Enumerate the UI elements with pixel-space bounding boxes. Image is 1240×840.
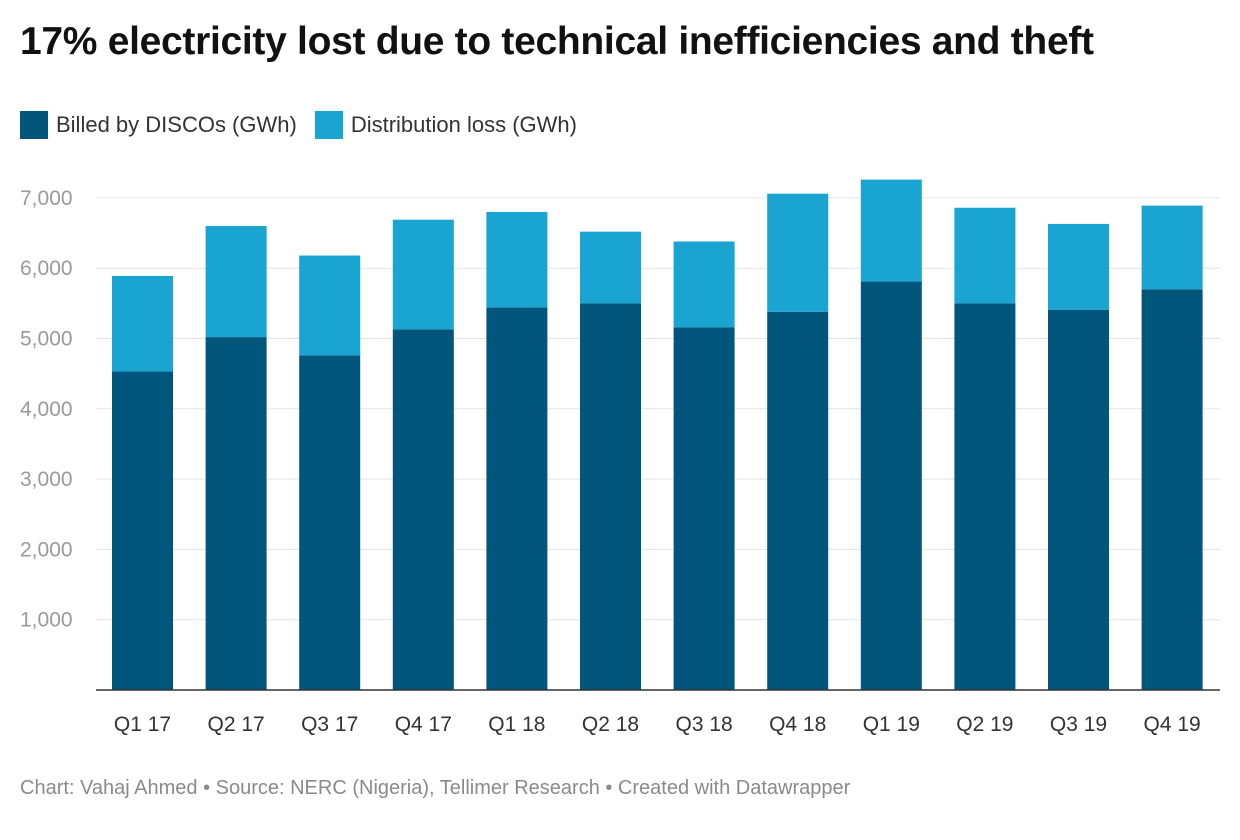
- y-tick-label: 5,000: [20, 328, 73, 351]
- source-credit: Chart: Vahaj Ahmed • Source: NERC (Niger…: [20, 777, 851, 799]
- legend-item-loss: Distribution loss (GWh): [314, 111, 577, 139]
- gridlines: [96, 197, 1220, 621]
- bar-billed: [580, 303, 641, 690]
- bars: [112, 179, 1203, 690]
- x-tick-label: Q4 17: [395, 713, 452, 736]
- legend-label-billed: Billed by DISCOs (GWh): [56, 112, 297, 137]
- legend-swatch-loss: [314, 111, 343, 139]
- bar-billed: [486, 307, 548, 690]
- bar-distribution-loss: [673, 241, 735, 328]
- y-tick-label: 2,000: [20, 538, 73, 561]
- bar-billed: [673, 327, 735, 690]
- bar-billed: [299, 355, 361, 690]
- bar-billed: [205, 337, 267, 690]
- x-tick-label: Q1 19: [863, 713, 920, 736]
- bar-distribution-loss: [1048, 223, 1109, 310]
- x-tick-label: Q2 19: [956, 713, 1013, 736]
- x-tick-label: Q2 18: [582, 713, 639, 736]
- y-axis-ticks: 1,000 2,000 3,000 4,000 5,000 6,000 7,000: [20, 187, 73, 632]
- x-tick-label: Q1 18: [488, 713, 545, 736]
- x-axis-labels: Q1 17 Q2 17 Q3 17 Q4 17 Q1 18 Q2 18 Q3 18 Q4 18…: [114, 713, 1201, 736]
- x-tick-label: Q3 19: [1050, 713, 1107, 736]
- bar-billed: [1141, 289, 1203, 690]
- bar-distribution-loss: [112, 275, 173, 372]
- bar-billed: [1048, 309, 1109, 690]
- x-tick-label: Q3 17: [301, 713, 358, 736]
- legend-swatch-billed: [20, 111, 48, 139]
- y-tick-label: 7,000: [20, 187, 73, 210]
- bar-billed: [767, 311, 829, 690]
- bar-billed: [112, 371, 173, 690]
- y-tick-label: 4,000: [20, 398, 73, 421]
- bar-billed: [860, 281, 922, 690]
- x-tick-label: Q2 17: [207, 713, 264, 736]
- bar-distribution-loss: [954, 207, 1016, 304]
- chart-legend: Billed by DISCOs (GWh) Distribution loss…: [20, 111, 595, 139]
- x-tick-label: Q4 18: [769, 713, 826, 736]
- bar-distribution-loss: [205, 226, 267, 338]
- x-tick-label: Q3 18: [675, 713, 732, 736]
- bar-distribution-loss: [299, 255, 361, 356]
- bar-distribution-loss: [1141, 205, 1203, 290]
- x-tick-label: Q1 17: [114, 713, 171, 736]
- bar-billed: [954, 303, 1016, 690]
- bar-distribution-loss: [486, 211, 548, 308]
- bar-distribution-loss: [580, 231, 641, 304]
- bar-distribution-loss: [392, 219, 454, 330]
- bar-distribution-loss: [767, 193, 829, 312]
- y-tick-label: 3,000: [20, 468, 73, 491]
- bar-billed: [392, 329, 454, 690]
- bar-distribution-loss: [860, 179, 922, 282]
- y-tick-label: 1,000: [20, 609, 73, 632]
- legend-item-billed: Billed by DISCOs (GWh): [20, 111, 297, 139]
- stacked-bar-chart: 1,000 2,000 3,000 4,000 5,000 6,000 7,000 Q1 1…: [20, 179, 1220, 736]
- legend-label-loss: Distribution loss (GWh): [350, 112, 577, 137]
- x-tick-label: Q4 19: [1143, 713, 1200, 736]
- y-tick-label: 6,000: [20, 257, 73, 280]
- chart-title: 17% electricity lost due to technical in…: [20, 20, 1094, 63]
